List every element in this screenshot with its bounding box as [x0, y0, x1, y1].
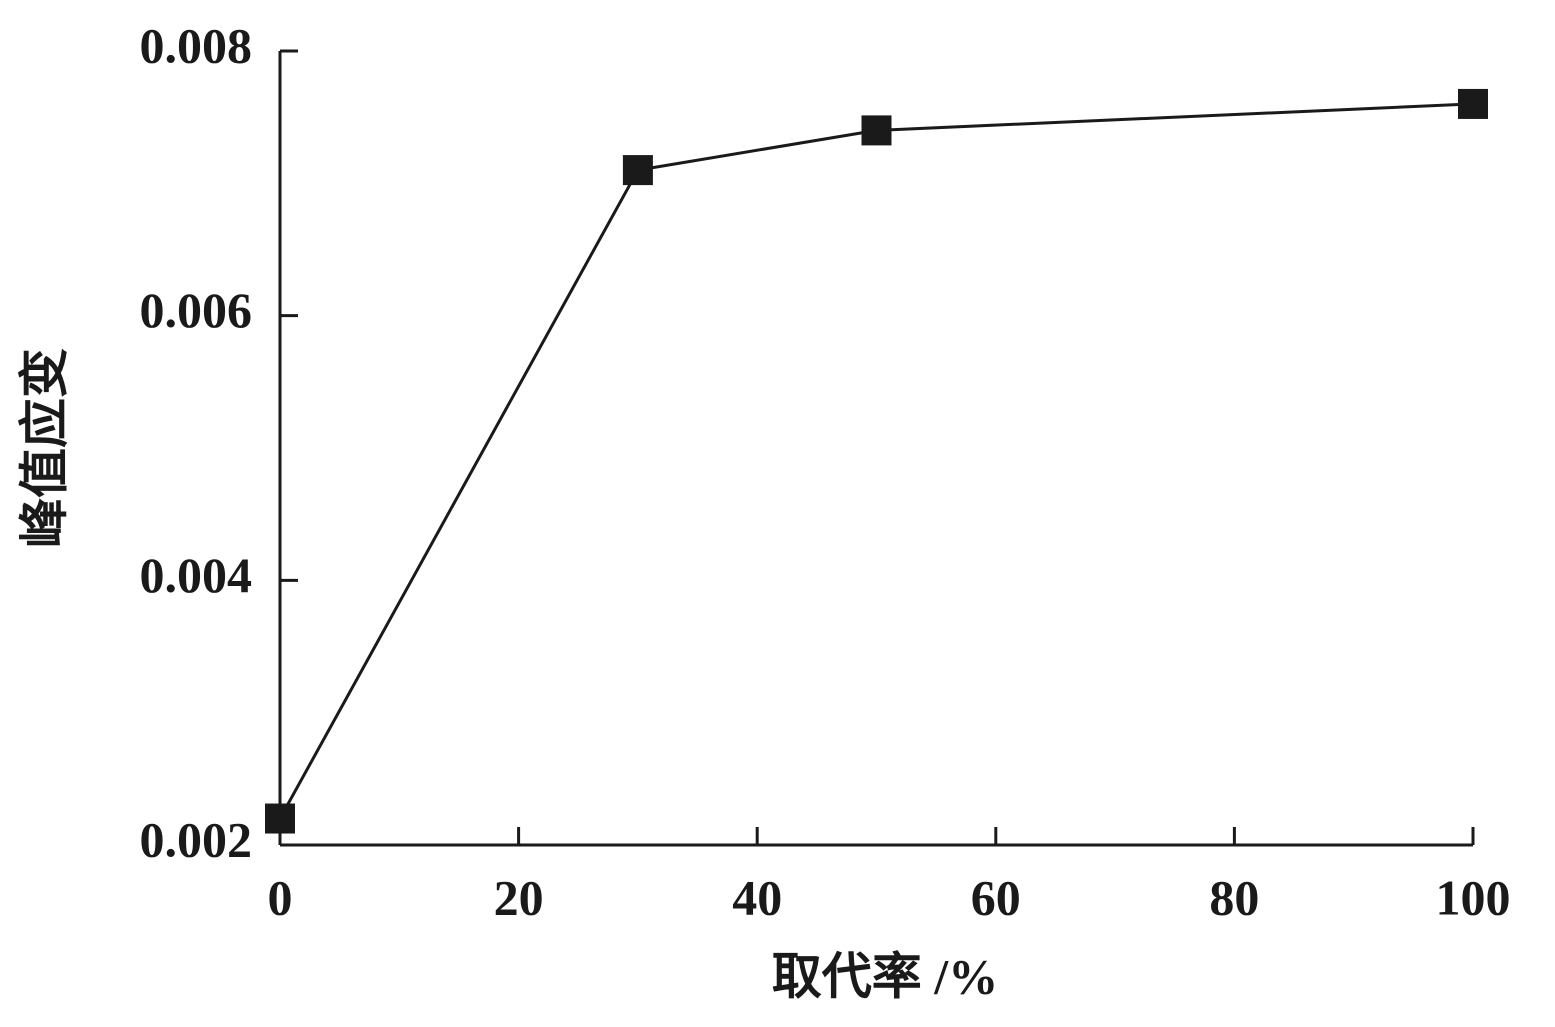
- y-tick-label: 0.006: [140, 282, 253, 338]
- y-tick-label: 0.002: [140, 811, 253, 867]
- marker: [265, 803, 295, 834]
- marker: [861, 115, 892, 146]
- x-axis-label: 取代率 /%: [772, 948, 998, 1004]
- x-tick-label: 100: [1436, 869, 1511, 925]
- marker: [1458, 88, 1488, 119]
- y-tick-label: 0.004: [140, 547, 253, 603]
- y-tick-label: 0.008: [140, 17, 253, 73]
- x-tick-label: 0: [268, 869, 293, 925]
- x-tick-label: 40: [732, 869, 782, 925]
- line: [278, 102, 1474, 820]
- x-tick-label: 20: [494, 869, 544, 925]
- y-axis-label: 峰值应变: [16, 348, 72, 548]
- x-tick-label: 80: [1209, 869, 1259, 925]
- marker: [622, 155, 653, 186]
- x-tick-label: 60: [971, 869, 1021, 925]
